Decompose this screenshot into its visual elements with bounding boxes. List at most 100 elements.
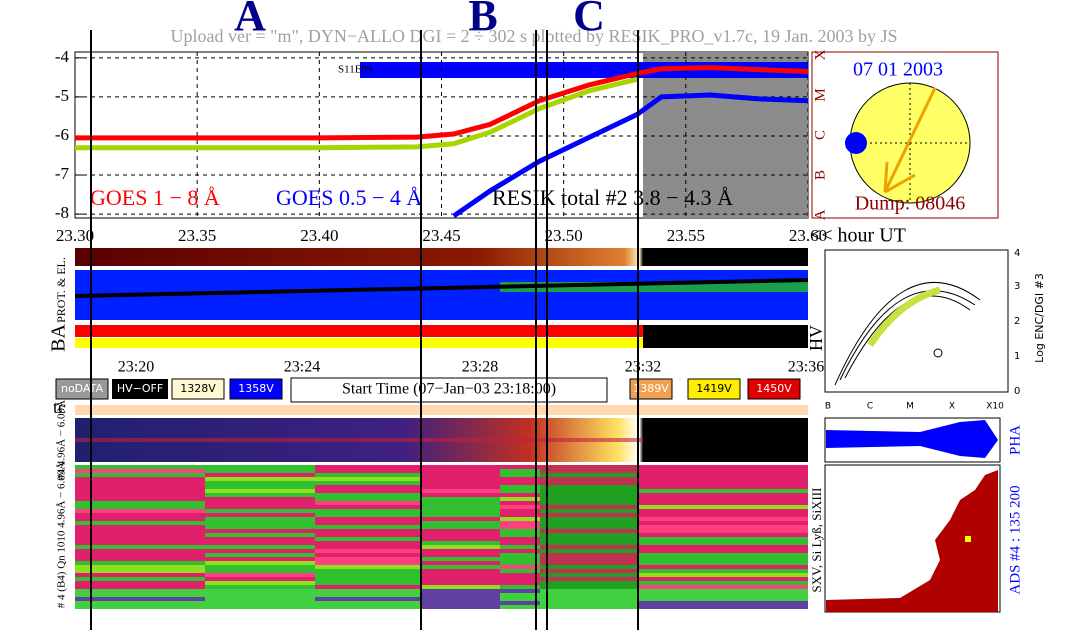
button-label: 1389V — [633, 382, 669, 395]
stripe — [315, 517, 421, 521]
button — [747, 378, 801, 400]
points — [867, 286, 941, 347]
stripe — [500, 509, 540, 513]
stripe — [205, 509, 315, 513]
stripe — [421, 601, 500, 605]
stripe — [75, 529, 205, 533]
goes-plot: -4 -5 -6 -7 -8 23.30 23.35 23.40 23.45 23.50 23.55… — [55, 47, 906, 247]
tick-label: C — [867, 402, 873, 412]
panel-label: ADS #4 : 135 200 — [1007, 485, 1023, 594]
stripe — [540, 541, 638, 545]
stripe — [421, 473, 500, 477]
event-lines — [90, 30, 639, 630]
histograms: PHA ADS #4 : 135 200 SXV, Si Lyß, SiXIII — [809, 417, 1023, 613]
stripe — [500, 581, 540, 585]
stripe — [540, 525, 638, 529]
stripe — [500, 585, 540, 589]
stripe — [75, 525, 205, 529]
strip — [75, 405, 808, 415]
stripe — [315, 541, 421, 545]
stripe — [205, 601, 315, 605]
stripe — [638, 577, 808, 581]
stripe — [421, 537, 500, 541]
class-label: M — [812, 88, 828, 101]
stripe — [75, 513, 205, 517]
stripe — [638, 569, 808, 573]
stripe — [638, 497, 808, 501]
stripe — [75, 553, 205, 557]
stripe — [205, 545, 315, 549]
stripe — [421, 469, 500, 473]
stripe — [540, 481, 638, 485]
stripe — [638, 517, 808, 521]
stripe — [315, 521, 421, 525]
stripe — [75, 577, 205, 581]
time-label: 23:36 — [788, 359, 824, 376]
stripe — [75, 493, 205, 497]
stripe — [540, 473, 638, 477]
right-plot: 0 1 2 3 4 Log ENC/DGI #3 B C M X X10 — [824, 248, 1046, 412]
stripe — [421, 489, 500, 493]
stripe — [540, 597, 638, 601]
stripe — [315, 529, 421, 533]
stripe — [540, 593, 638, 597]
y-tick-label: -4 — [55, 47, 70, 66]
stripe — [205, 473, 315, 477]
strip — [75, 338, 643, 348]
stripe — [540, 529, 638, 533]
stripe — [421, 517, 500, 521]
tick-label: 2 — [1014, 316, 1020, 327]
stripe — [540, 573, 638, 577]
button — [229, 378, 283, 400]
tick-label: 1 — [1014, 351, 1020, 362]
stripe — [500, 553, 540, 557]
stripe — [500, 529, 540, 533]
stripe — [500, 533, 540, 537]
stripe — [421, 557, 500, 561]
source — [845, 132, 867, 154]
time-label: 23:24 — [284, 359, 320, 376]
class-label: B — [812, 170, 828, 180]
stripe — [75, 501, 205, 505]
stripe — [421, 589, 500, 593]
stripe — [638, 601, 808, 605]
x-tick-label: 23.40 — [300, 226, 338, 245]
stripe — [75, 549, 205, 553]
stripe — [315, 497, 421, 501]
stripe — [638, 581, 808, 585]
stripe — [638, 473, 808, 477]
button — [55, 378, 109, 400]
dump: Dump: 08046 — [855, 193, 966, 215]
stripe — [205, 557, 315, 561]
strip — [75, 325, 643, 337]
strip — [643, 325, 808, 348]
stripe — [540, 581, 638, 585]
spectrogram — [75, 465, 808, 609]
stripe — [500, 597, 540, 601]
stripe — [421, 577, 500, 581]
stripe — [75, 581, 205, 585]
stripe — [315, 473, 421, 477]
y-tick-label: -7 — [55, 164, 70, 183]
stripe — [315, 557, 421, 561]
stripe — [500, 565, 540, 569]
x-tick-label: 23.60 — [789, 226, 827, 245]
stripe — [540, 605, 638, 609]
stripe — [638, 605, 808, 609]
stripe — [75, 517, 205, 521]
button-label: 1419V — [696, 382, 732, 395]
stripe — [638, 489, 808, 493]
stripe — [500, 569, 540, 573]
strip — [75, 248, 808, 266]
stripe — [421, 465, 500, 469]
stripe — [205, 553, 315, 557]
stripe — [75, 573, 205, 577]
annotation: S11E89 — [338, 64, 373, 76]
stripe — [315, 561, 421, 565]
stripe — [540, 465, 638, 469]
stripe — [205, 513, 315, 517]
stripe — [75, 473, 205, 477]
stripe — [540, 489, 638, 493]
stripe — [540, 545, 638, 549]
stripe — [205, 465, 315, 469]
